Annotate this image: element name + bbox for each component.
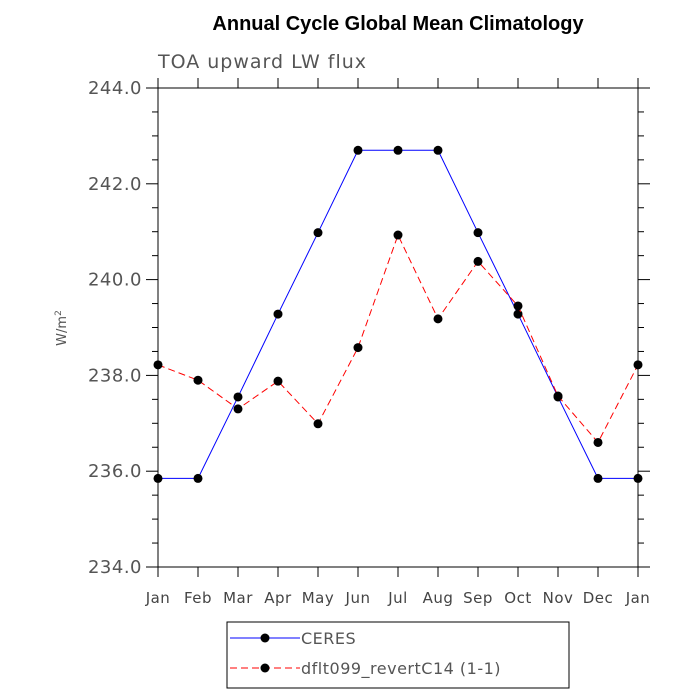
data-point-series-1 [393,230,403,240]
x-tick-label: Nov [543,589,574,607]
data-point-series-1 [433,314,443,324]
y-tick-label: 236.0 [88,461,142,482]
x-tick-label: Oct [504,589,531,607]
x-tick-label: Jan [145,589,171,607]
data-point-series-1 [153,360,163,370]
x-tick-label: Jun [345,589,371,607]
data-point-series-0 [633,473,643,483]
chart-title: Annual Cycle Global Mean Climatology [212,13,584,35]
y-tick-label: 242.0 [88,174,142,195]
data-point-series-0 [153,473,163,483]
x-tick-label: Jan [625,589,651,607]
x-tick-label: May [302,589,335,607]
y-axis-label-unit: W/m [55,316,70,346]
data-point-series-1 [353,343,363,353]
series-line-1 [157,233,639,444]
legend: CERES dflt099_revertC14 (1-1) [226,621,570,689]
y-tick-label: 240.0 [88,270,142,291]
y-tick-label: 244.0 [88,78,142,99]
x-tick-label: Mar [223,589,253,607]
data-point-series-0 [433,145,443,155]
data-point-series-1 [473,256,483,266]
data-point-series-1 [313,419,323,429]
x-tick-label: Sep [463,589,493,607]
data-point-series-1 [593,437,603,447]
data-point-series-1 [553,391,563,401]
plot-frame [157,87,639,568]
legend-marker-model [260,663,270,673]
data-point-series-0 [513,309,523,319]
data-point-series-0 [193,473,203,483]
legend-label-model: dflt099_revertC14 (1-1) [301,659,501,679]
data-point-series-0 [593,473,603,483]
data-point-series-0 [393,145,403,155]
x-tick-label: Dec [583,589,614,607]
plot-area: 234.0 236.0 238.0 240.0 242.0 244.0 Jan Feb Mar A… [88,78,650,607]
data-point-series-0 [273,309,283,319]
data-point-series-0 [353,145,363,155]
x-tick-label: Jul [387,589,408,607]
data-point-series-1 [233,404,243,414]
x-tick-label: Aug [423,589,454,607]
y-tick-label: 234.0 [88,557,142,578]
data-point-series-1 [513,301,523,311]
data-point-series-1 [273,376,283,386]
data-point-series-0 [233,392,243,402]
x-tick-label: Apr [264,589,292,607]
data-point-series-1 [193,375,203,385]
chart-subtitle: TOA upward LW flux [157,51,367,73]
series-line-0 [158,149,638,479]
y-tick-label: 238.0 [88,365,142,386]
data-point-series-0 [473,228,483,238]
legend-label-ceres: CERES [301,629,356,648]
data-point-series-0 [313,228,323,238]
data-point-series-1 [633,360,643,370]
legend-marker-ceres [260,633,270,643]
y-axis-label-sup: 2 [54,310,64,316]
x-tick-label: Feb [184,589,212,607]
legend-box [226,621,570,689]
y-axis-label: W/m2 [54,310,70,346]
